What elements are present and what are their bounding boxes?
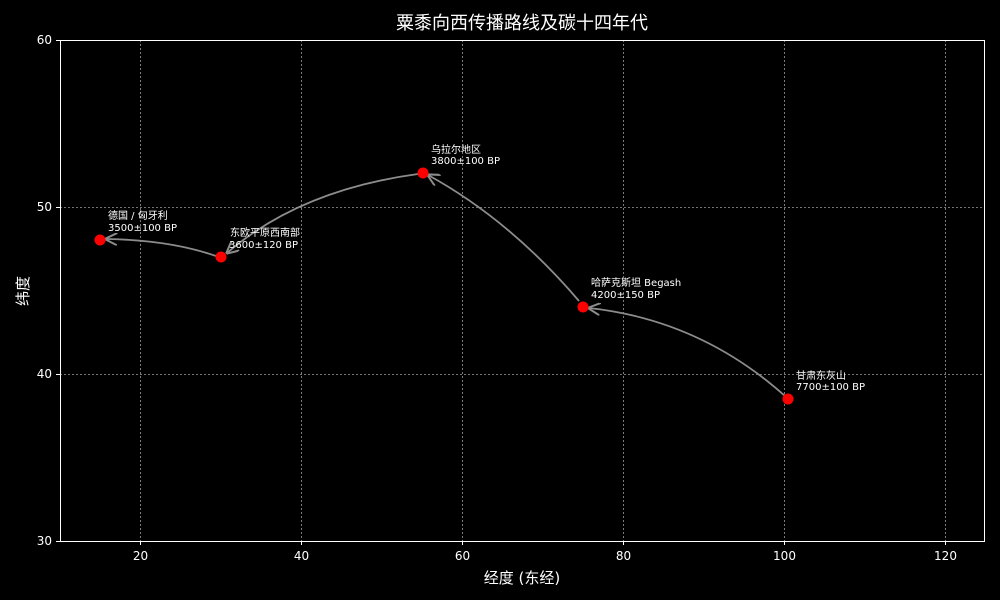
x-axis-label: 经度 (东经) [484,569,560,587]
data-points [94,167,794,405]
y-tick-labels: 30 40 50 60 [37,33,52,548]
grid [60,40,985,541]
point-ural [417,167,429,179]
annotation-name: 乌拉尔地区 [431,143,481,156]
svg-text:40: 40 [37,367,52,381]
point-east-europe [215,251,227,263]
svg-text:80: 80 [616,549,631,563]
axis-ticks [56,40,946,545]
y-axis-label: 纬度 [14,276,32,306]
svg-text:120: 120 [934,549,957,563]
plot-frame [60,40,985,542]
annotations: 甘肃东灰山 7700±100 BP 哈萨克斯坦 Begash 4200±150 … [108,143,865,393]
svg-text:60: 60 [37,33,52,47]
annotation-name: 德国 / 匈牙利 [108,209,168,222]
route-arrows [106,173,786,397]
annotation-name: 甘肃东灰山 [796,369,846,382]
svg-text:40: 40 [294,549,309,563]
point-germany-hungary [94,234,106,246]
svg-text:30: 30 [37,534,52,548]
svg-text:50: 50 [37,200,52,214]
chart-title: 粟黍向西传播路线及碳十四年代 [396,13,648,34]
annotation-date: 4200±150 BP [591,290,660,301]
annotation-date: 7700±100 BP [796,382,865,393]
point-gansu [782,393,794,405]
x-tick-labels: 20 40 60 80 100 120 [133,549,957,563]
point-begash [577,301,589,313]
annotation-name: 哈萨克斯坦 Begash [591,276,681,289]
annotation-name: 东欧平原西南部 [230,226,300,239]
svg-text:60: 60 [455,549,470,563]
annotation-date: 3500±100 BP [108,223,177,234]
annotation-date: 3600±120 BP [229,240,298,251]
annotation-date: 3800±100 BP [431,156,500,167]
svg-text:100: 100 [773,549,796,563]
svg-text:20: 20 [133,549,148,563]
